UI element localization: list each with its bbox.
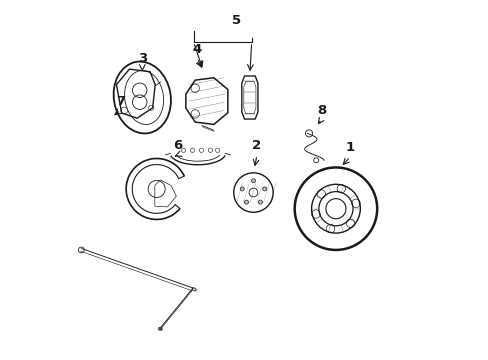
Text: 7: 7 [116, 95, 125, 108]
Text: 1: 1 [345, 141, 354, 154]
Polygon shape [155, 180, 176, 207]
Ellipse shape [159, 328, 162, 330]
Text: 6: 6 [173, 139, 183, 152]
Text: 2: 2 [252, 139, 261, 152]
Text: 8: 8 [316, 104, 325, 117]
Text: 4: 4 [192, 42, 202, 55]
Text: 5: 5 [232, 14, 241, 27]
Ellipse shape [192, 288, 196, 291]
Text: 3: 3 [138, 51, 146, 64]
